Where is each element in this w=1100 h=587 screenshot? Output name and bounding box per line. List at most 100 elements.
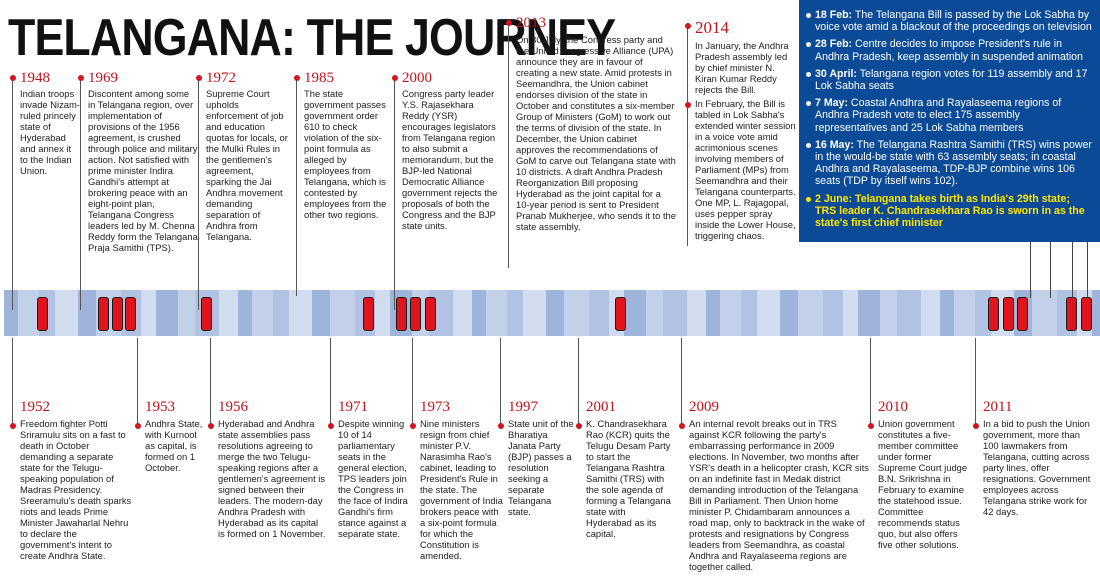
timeline-segment [141,290,156,336]
timeline-segment [858,290,880,336]
event-text: Indian troops invade Nizam-ruled princel… [20,88,80,176]
timeline-segment [1032,290,1057,336]
timeline-segment [507,290,523,336]
event-year: 2014 [695,18,729,37]
timeline-marker [988,297,999,331]
timeline-segment [975,290,991,336]
timeline-segment [486,290,507,336]
event-year: 1985 [304,70,334,86]
event-year: 2010 [878,399,908,415]
connector-line [1072,242,1073,298]
event-text: In February, the Bill is tabled in Lok S… [695,98,796,241]
timeline-segment [453,290,472,336]
2014-detail-box: 18 Feb: The Telangana Bill is passed by … [799,0,1100,242]
timeline-segment [238,290,252,336]
event-year: 1952 [20,399,50,415]
timeline-segment [706,290,720,336]
timeline-segment [687,290,706,336]
timeline-marker [1017,297,1028,331]
timeline-segment [375,290,390,336]
timeline-segment [472,290,486,336]
box-item: 28 Feb: Centre decides to impose Preside… [806,38,1094,63]
timeline-segment [523,290,546,336]
event-year: 2009 [689,399,719,415]
timeline-segment [78,290,96,336]
timeline-marker [37,297,48,331]
timeline-segment [954,290,975,336]
timeline-segment [897,290,921,336]
timeline-segment [1092,290,1100,336]
event-text: Discontent among some in Telangana regio… [88,88,198,253]
timeline-segment [564,290,589,336]
timeline-segment [646,290,663,336]
box-item: 30 April: Telangana region votes for 119… [806,68,1094,92]
event-year: 1956 [218,399,248,415]
timeline-segment [289,290,312,336]
event-text: Freedom fighter Potti Sriramulu sits on … [20,418,132,561]
event-text: On 30 July, the Congress party and the U… [516,34,676,232]
timeline-segment [55,290,78,336]
timeline-marker [615,297,626,331]
box-item-highlight: 2 June: Telangana takes birth as India's… [806,193,1094,230]
timeline-segment [798,290,823,336]
event-year: 1971 [338,399,368,415]
event-year: 1953 [145,399,175,415]
timeline-marker [112,297,123,331]
timeline-marker [98,297,109,331]
timeline-segment [741,290,757,336]
event-text: Supreme Court upholds enforcement of job… [206,88,288,242]
timeline-segment [720,290,741,336]
event-year: 2013 [516,15,546,31]
timeline-segment [252,290,273,336]
event-text: In January, the Andhra Pradesh assembly … [695,40,789,95]
event-text: Despite winning 10 of 14 parliamentary s… [338,418,408,539]
page-title: TELANGANA: THE JOURNEY [8,9,616,67]
box-item: 16 May: The Telangana Rashtra Samithi (T… [806,139,1094,188]
event-text: In a bid to push the Union government, m… [983,418,1091,517]
event-year: 2000 [402,70,432,86]
timeline-marker [1003,297,1014,331]
event-year: 2011 [983,399,1013,415]
event-year: 2001 [586,399,616,415]
event-text: Hyderabad and Andhra state assemblies pa… [218,418,326,539]
timeline-segment [757,290,780,336]
event-year: 1972 [206,70,236,86]
timeline-marker [1066,297,1077,331]
timeline-segment [4,290,18,336]
timeline-segment [624,290,646,336]
event-text: An internal revolt breaks out in TRS aga… [689,418,869,572]
timeline-segment [780,290,798,336]
timeline-marker [410,297,421,331]
box-item: 7 May: Coastal Andhra and Rayalaseema re… [806,97,1094,134]
connector-line [1030,242,1031,298]
event-text: Congress party leader Y.S. Rajasekhara R… [402,88,498,231]
timeline-segment [18,290,39,336]
timeline-marker [396,297,407,331]
timeline-segment [921,290,940,336]
event-text: State unit of the Bharatiya Janata Party… [508,418,574,517]
timeline-segment [219,290,238,336]
connector-line [1087,242,1088,298]
timeline-segment [823,290,843,336]
timeline-segment [843,290,858,336]
timeline-segment [663,290,687,336]
timeline-band [4,290,1100,336]
event-text: Nine ministers resign from chief ministe… [420,418,503,561]
timeline-segment [312,290,330,336]
timeline-marker [125,297,136,331]
timeline-marker [201,297,212,331]
timeline-segment [178,290,195,336]
timeline-segment [880,290,897,336]
event-text: Union government constitutes a five-memb… [878,418,968,550]
timeline-marker [363,297,374,331]
event-year: 1997 [508,399,538,415]
timeline-segment [940,290,954,336]
timeline-segment [330,290,355,336]
event-text: K. Chandrasekhara Rao (KCR) quits the Te… [586,418,671,539]
timeline-segment [546,290,564,336]
timeline-segment [273,290,289,336]
timeline-segment [589,290,609,336]
box-item: 18 Feb: The Telangana Bill is passed by … [806,9,1094,33]
event-year: 1973 [420,399,450,415]
event-text: Andhra State, with Kurnool as capital, i… [145,418,203,473]
